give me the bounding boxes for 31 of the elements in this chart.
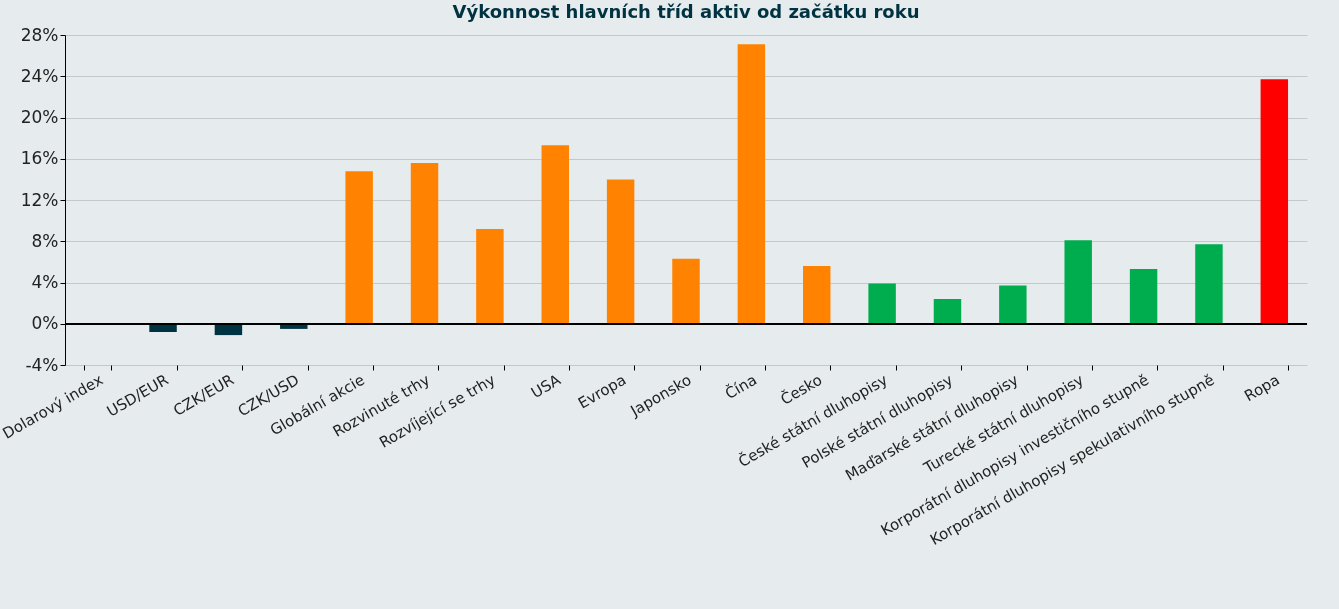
bar	[410, 162, 439, 324]
bar	[1064, 240, 1092, 324]
x-tick-label: Čína	[721, 369, 760, 404]
bar	[868, 283, 896, 324]
bar	[149, 323, 177, 332]
y-tick-label: 12%	[20, 189, 59, 210]
bar	[606, 179, 635, 324]
y-tick-label: 24%	[20, 65, 59, 86]
bar	[345, 171, 373, 324]
bar	[737, 44, 766, 324]
y-tick-label: 0%	[31, 313, 59, 334]
y-tick-label: 8%	[31, 230, 59, 251]
y-tick-label: 20%	[20, 107, 59, 127]
bar	[803, 266, 831, 324]
bar	[1129, 269, 1158, 324]
bar	[672, 258, 700, 324]
bar	[280, 323, 308, 329]
chart-title: Výkonnost hlavních tříd aktiv od začátku roku	[452, 1, 920, 22]
y-tick-label: 16%	[20, 148, 59, 169]
x-tick-label: USA	[527, 370, 565, 402]
bar	[214, 323, 243, 336]
bar	[1195, 244, 1223, 324]
y-tick-label: 28%	[20, 24, 59, 45]
bar	[999, 285, 1027, 324]
y-tick-label: -4%	[25, 354, 59, 375]
bar	[1260, 79, 1289, 324]
y-tick-label: 4%	[31, 272, 59, 292]
bar	[541, 145, 569, 324]
x-tick-label: Ropa	[1241, 370, 1283, 406]
bar	[476, 228, 504, 324]
bar	[933, 299, 962, 324]
